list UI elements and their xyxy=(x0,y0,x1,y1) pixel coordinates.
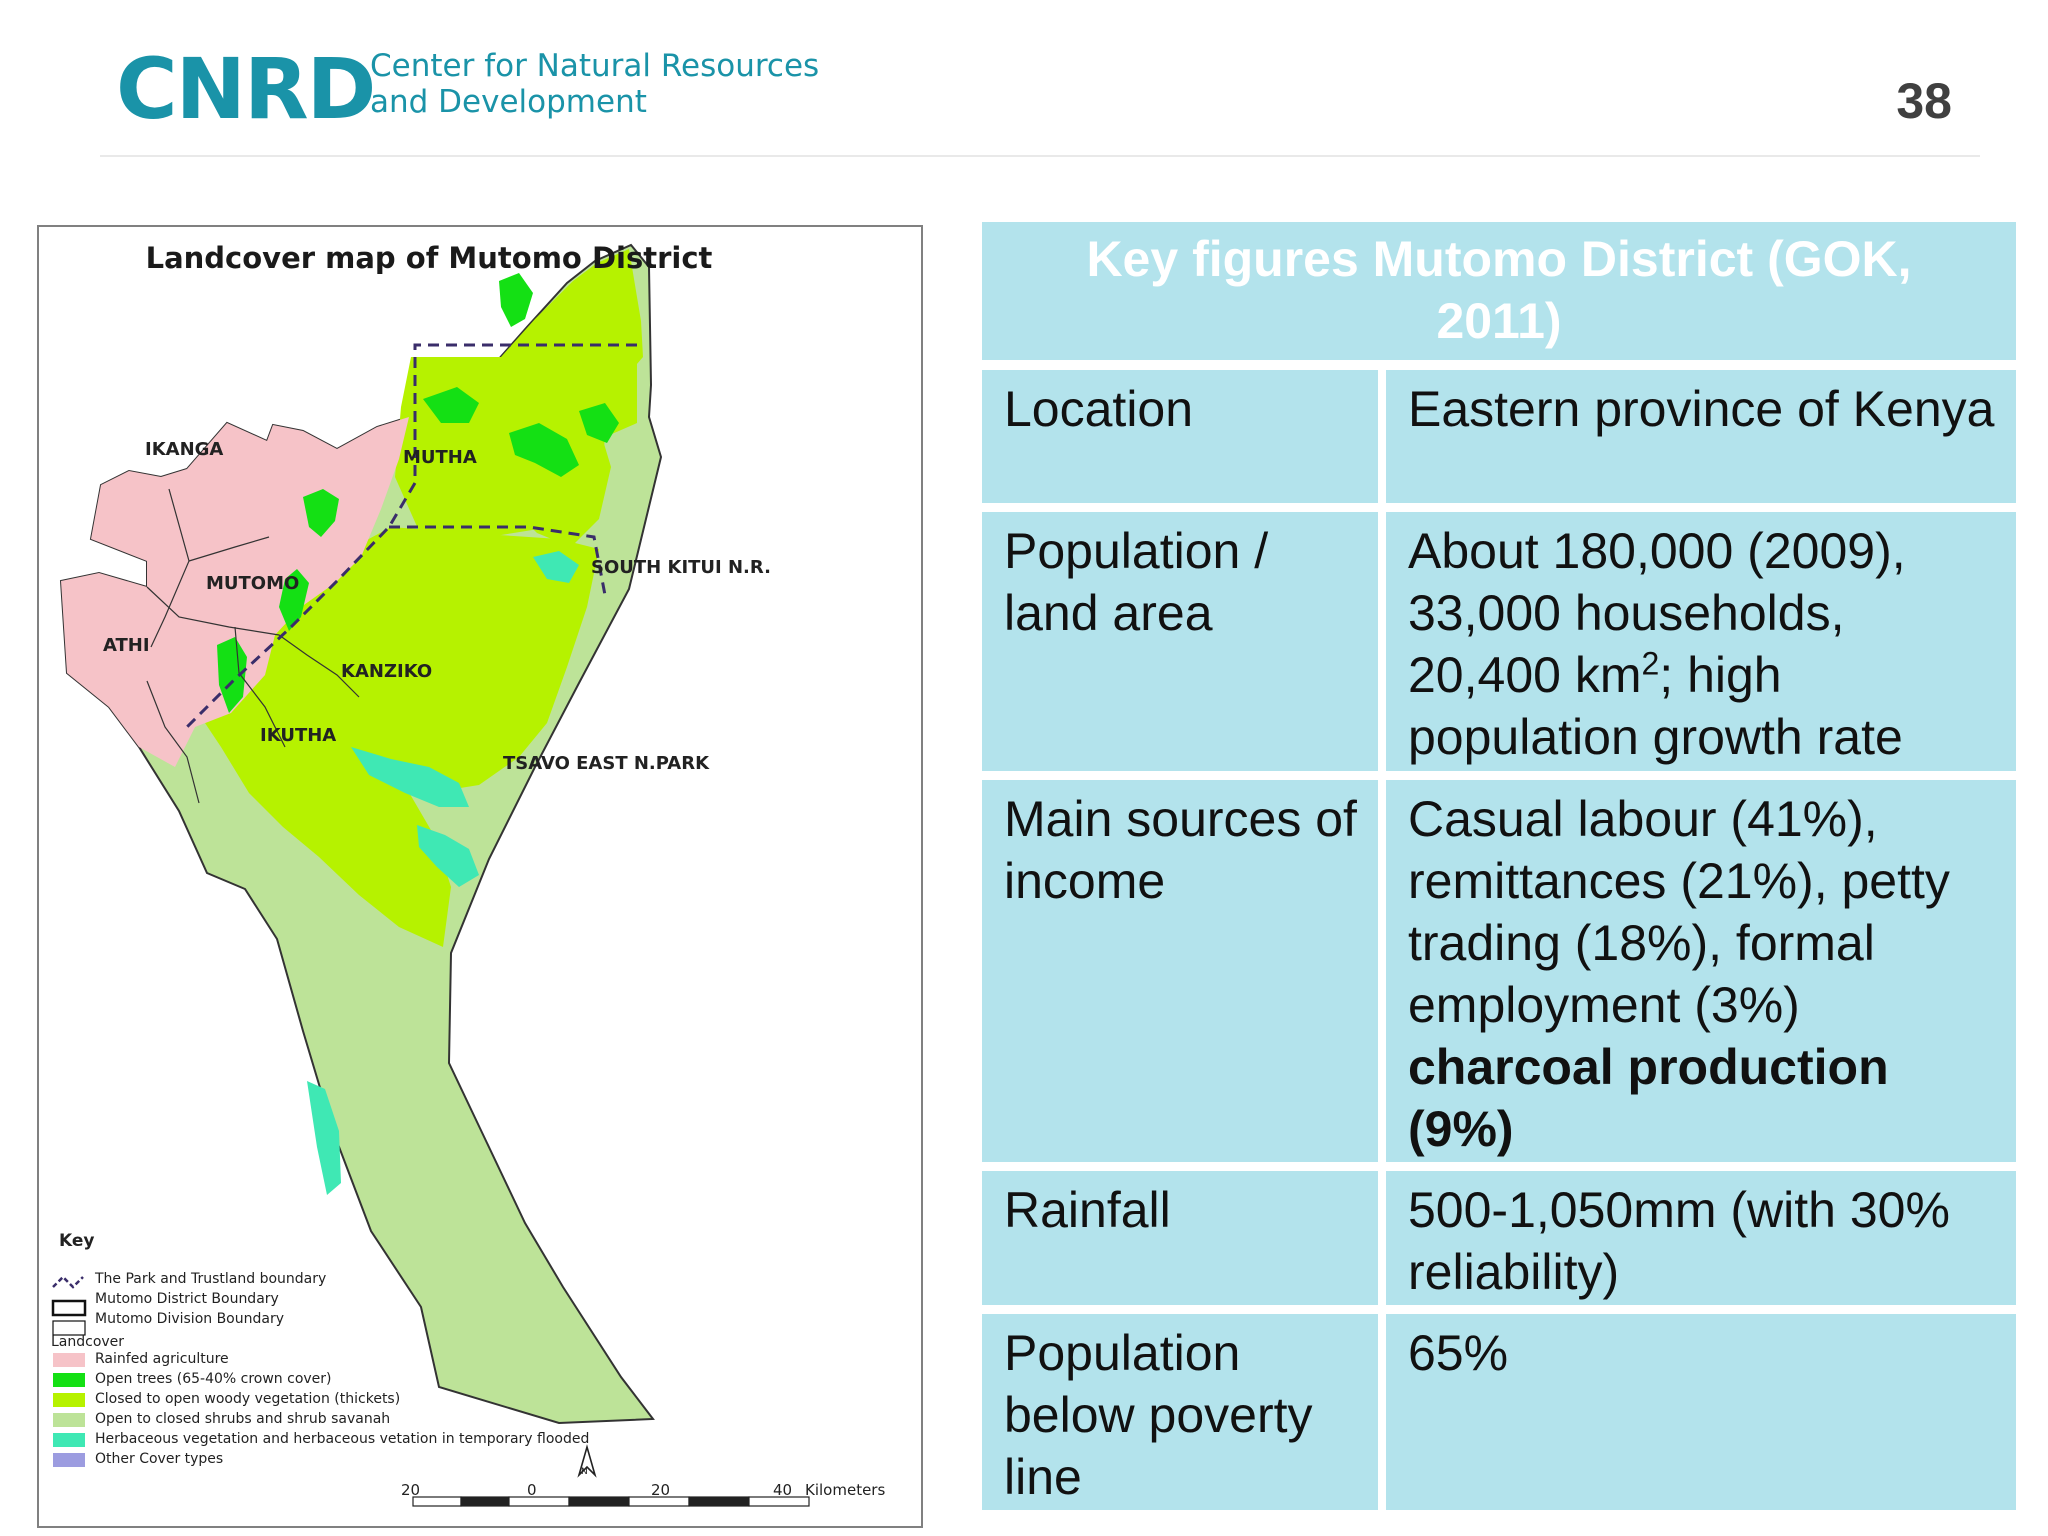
table-row-location-value: Eastern province of Kenya xyxy=(1386,370,2016,503)
legend-district-boundary-symbol xyxy=(51,1299,87,1317)
income-value-text: Casual labour (41%), remittances (21%), … xyxy=(1408,791,1950,1033)
division-boundary-1 xyxy=(150,488,190,648)
legend-item-label: Open to closed shrubs and shrub savanah xyxy=(95,1411,391,1427)
legend-item-label: Closed to open woody vegetation (thicket… xyxy=(95,1391,401,1407)
header-divider xyxy=(100,155,1980,157)
thicket-zone-west xyxy=(189,697,451,947)
open-trees-patch-2 xyxy=(279,569,309,631)
legend-swatch xyxy=(53,1393,85,1407)
table-row-rainfall-label: Rainfall xyxy=(982,1171,1378,1305)
cnrd-logo: CNRD xyxy=(116,40,376,138)
table-row-rainfall-value: 500-1,050mm (with 30% reliability) xyxy=(1386,1171,2016,1305)
legend-item-label: Rainfed agriculture xyxy=(95,1351,229,1367)
organization-name-line1: Center for Natural Resources xyxy=(370,48,820,84)
table-title: Key figures Mutomo District (GOK, 2011) xyxy=(982,222,2016,360)
map-label-kanziko: KANZIKO xyxy=(341,661,433,682)
legend-division-boundary-symbol xyxy=(52,1320,86,1336)
superscript: 2 xyxy=(1641,645,1660,682)
table-row-poverty-value: 65% xyxy=(1386,1314,2016,1510)
scale-bar xyxy=(412,1496,810,1507)
organization-name: Center for Natural Resources and Develop… xyxy=(370,48,819,120)
map-label-mutha: MUTHA xyxy=(403,447,477,468)
division-boundary-2 xyxy=(146,586,360,698)
map-label-athi: ATHI xyxy=(103,635,150,656)
north-label: N xyxy=(581,1467,588,1477)
legend-division-boundary-label: Mutomo Division Boundary xyxy=(95,1311,284,1327)
open-trees-patch-5 xyxy=(509,423,579,477)
division-boundary-5 xyxy=(146,680,200,804)
herbaceous-streak-3 xyxy=(307,1081,341,1195)
herbaceous-streak-2 xyxy=(417,825,479,887)
map-label-ikutha: IKUTHA xyxy=(260,725,337,746)
population-value-text: About 180,000 (2009), 33,000 households,… xyxy=(1408,523,1906,703)
table-row-population-value: About 180,000 (2009), 33,000 households,… xyxy=(1386,512,2016,771)
map-label-tsavo-east: TSAVO EAST N.PARK xyxy=(503,753,710,774)
table-row-location-label: Location xyxy=(982,370,1378,503)
legend-swatch xyxy=(53,1453,85,1467)
open-trees-patch-6 xyxy=(579,403,619,443)
table-row-income-value: Casual labour (41%), remittances (21%), … xyxy=(1386,780,2016,1162)
open-trees-patch-3 xyxy=(217,637,247,713)
park-boundary-south-kitui xyxy=(185,343,637,729)
legend-swatch xyxy=(53,1353,85,1367)
map-title: Landcover map of Mutomo District xyxy=(145,241,713,275)
table-row-income-label: Main sources of income xyxy=(982,780,1378,1162)
map-graphic xyxy=(51,243,810,1507)
open-trees-patch-4 xyxy=(499,273,533,327)
herbaceous-streak-4 xyxy=(533,551,579,583)
landcover-map: Landcover map of Mutomo District IKANGA … xyxy=(37,225,923,1528)
legend-park-boundary-label: The Park and Trustland boundary xyxy=(95,1271,327,1287)
legend-item-label: Open trees (65-40% crown cover) xyxy=(95,1371,332,1387)
organization-name-line2: and Development xyxy=(370,84,647,120)
scale-tick: 20 xyxy=(401,1481,421,1499)
open-trees-patch-1 xyxy=(303,489,339,537)
legend-title: Key xyxy=(59,1231,95,1251)
scale-unit: Kilometers xyxy=(805,1481,886,1499)
map-label-mutomo: MUTOMO xyxy=(206,573,300,594)
scale-tick: 20 xyxy=(651,1481,671,1499)
scale-tick: 0 xyxy=(527,1481,537,1499)
legend-swatch xyxy=(53,1373,85,1387)
map-label-south-kitui: SOUTH KITUI N.R. xyxy=(591,557,771,578)
park-boundary-tsavo xyxy=(389,525,607,596)
legend-swatch xyxy=(53,1433,85,1447)
population-value-text-cont: ; high population growth rate xyxy=(1408,647,1903,765)
table-row-poverty-label: Population below poverty line xyxy=(982,1314,1378,1510)
legend-swatch xyxy=(53,1413,85,1427)
legend-park-boundary-symbol xyxy=(52,1275,84,1289)
herbaceous-streak-1 xyxy=(351,747,469,807)
legend-district-boundary-label: Mutomo District Boundary xyxy=(95,1291,279,1307)
table-row-population-label: Population / land area xyxy=(982,512,1378,771)
north-arrow-icon xyxy=(577,1444,597,1478)
page-number: 38 xyxy=(1896,73,1952,129)
open-trees-patch-7 xyxy=(423,387,479,423)
legend-item-label: Other Cover types xyxy=(95,1451,224,1467)
division-boundary-3 xyxy=(188,536,270,562)
legend-landcover-heading: Landcover xyxy=(51,1334,125,1350)
scale-tick: 40 xyxy=(773,1481,793,1499)
legend-item-label: Herbaceous vegetation and herbaceous vet… xyxy=(95,1431,590,1447)
map-label-ikanga: IKANGA xyxy=(145,439,224,460)
division-boundary-4 xyxy=(234,626,286,748)
income-value-bold: charcoal production (9%) xyxy=(1408,1039,1889,1157)
